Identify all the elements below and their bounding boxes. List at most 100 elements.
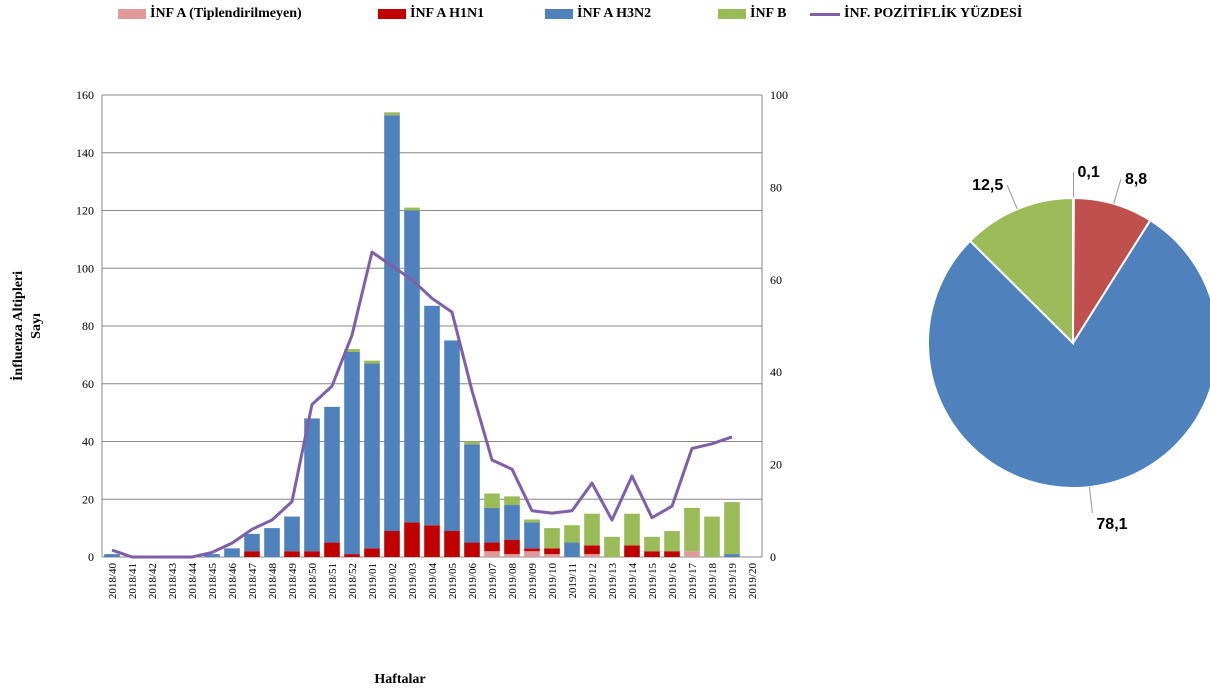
bar-i-nf-a-h3n2 <box>244 533 260 552</box>
x-tick-label: 2019/16 <box>667 563 679 600</box>
bar-i-nf-a-h3n2 <box>284 516 300 552</box>
bar-i-nf-a-tiplendirilmeyen <box>684 551 700 557</box>
bar-i-nf-a-h1n1 <box>624 545 640 557</box>
x-tick-label: 2019/10 <box>547 563 559 600</box>
bar-i-nf-b <box>684 507 700 552</box>
x-tick-label: 2019/15 <box>647 563 659 600</box>
y-tick-label: 160 <box>76 88 94 102</box>
bar-i-nf-a-tiplendirilmeyen <box>524 551 540 557</box>
x-tick-label: 2018/41 <box>127 563 139 599</box>
bar-i-nf-a-h1n1 <box>324 542 340 557</box>
x-tick-label: 2019/09 <box>527 563 539 600</box>
bar-i-nf-b <box>664 531 680 552</box>
legend-label: İNF A H3N2 <box>577 6 652 21</box>
x-tick-label: 2019/17 <box>687 563 699 600</box>
bar-i-nf-a-h3n2 <box>324 406 340 543</box>
legend-item-i-nf-a-h3n2: İNF A H3N2 <box>545 6 651 22</box>
x-tick-label: 2019/18 <box>707 563 719 600</box>
pie-slice-2 <box>1071 196 1152 347</box>
bar-i-nf-b <box>564 525 580 543</box>
legend-swatch <box>810 12 840 16</box>
bar-i-nf-a-h1n1 <box>244 551 260 557</box>
pie-data-label: 78,1 <box>1096 516 1127 533</box>
bar-i-nf-a-h1n1 <box>464 542 480 557</box>
bar-i-nf-a-h3n2 <box>304 418 320 552</box>
pie-leader-line <box>1088 487 1093 513</box>
bar-i-nf-a-h3n2 <box>104 554 120 557</box>
bar-i-nf-a-h1n1 <box>364 548 380 557</box>
bar-i-nf-b <box>344 349 360 352</box>
legend-swatch <box>118 9 146 19</box>
x-tick-label: 2019/11 <box>567 563 579 599</box>
bar-i-nf-b <box>604 536 620 557</box>
bar-i-nf-b <box>524 519 540 523</box>
x-tick-label: 2018/46 <box>227 563 239 600</box>
x-tick-label: 2019/14 <box>627 563 639 600</box>
bar-i-nf-b <box>624 513 640 546</box>
bar-i-nf-b <box>504 496 520 506</box>
y-tick-label: 140 <box>76 146 94 160</box>
pie-data-label: 8,8 <box>1125 171 1147 188</box>
legend-label: İNF A H1N1 <box>410 6 485 21</box>
x-tick-label: 2018/43 <box>167 563 179 600</box>
pie-data-label: 12,5 <box>972 177 1003 194</box>
pie-slice-1 <box>1072 196 1075 344</box>
bar-i-nf-a-h3n2 <box>344 351 360 555</box>
bar-i-nf-b <box>484 493 500 508</box>
x-tick-label: 2019/05 <box>447 563 459 600</box>
x-tick-label: 2018/44 <box>187 563 199 600</box>
y-axis-title-line2: Sayı <box>29 313 44 339</box>
positivity-line <box>111 250 733 559</box>
bar-i-nf-a-tiplendirilmeyen <box>544 554 560 557</box>
y-tick-label: 40 <box>82 435 94 449</box>
y-tick-label: 100 <box>76 261 94 275</box>
bar-i-nf-a-h3n2 <box>464 444 480 543</box>
x-tick-label: 2019/12 <box>587 563 599 599</box>
bar-i-nf-a-h1n1 <box>404 522 420 557</box>
legend-swatch <box>545 9 573 19</box>
bar-i-nf-a-h3n2 <box>264 528 280 557</box>
y-tick-label: 0 <box>88 550 94 564</box>
x-tick-label: 2018/47 <box>247 563 259 600</box>
bar-i-nf-a-h3n2 <box>224 548 240 557</box>
x-tick-label: 2018/52 <box>347 563 359 599</box>
bar-line-chart: 0 20 40 60 80 100 120 140 160 0 20 40 60 80 100 2018/40… <box>9 88 788 687</box>
bar-i-nf-a-h1n1 <box>664 551 680 557</box>
bar-i-nf-a-h1n1 <box>484 542 500 552</box>
bar-i-nf-a-h1n1 <box>344 554 360 557</box>
bar-i-nf-b <box>584 513 600 546</box>
bar-i-nf-a-h1n1 <box>584 545 600 555</box>
y-axis-title-line1: İnfluenza Altipleri <box>9 271 26 381</box>
legend-swatch <box>718 9 746 19</box>
legend-item-i-nf-b: İNF B <box>718 6 786 22</box>
bar-i-nf-b <box>464 441 480 445</box>
x-tick-label: 2018/45 <box>207 563 219 600</box>
y2-tick-label: 0 <box>770 550 776 564</box>
x-tick-label: 2018/42 <box>147 563 159 599</box>
y-tick-label: 20 <box>82 492 94 506</box>
y-tick-label: 80 <box>82 319 94 333</box>
bar-i-nf-a-h3n2 <box>524 522 540 549</box>
bar-i-nf-a-h1n1 <box>424 525 440 557</box>
x-tick-label: 2019/07 <box>487 563 499 600</box>
x-tick-label: 2018/50 <box>307 563 319 600</box>
legend-item-i-nf-pozi-ti-fli-k-y-zdesi: İNF. POZİTİFLİK YÜZDESİ <box>810 6 1022 22</box>
bar-i-nf-b <box>724 502 740 555</box>
x-tick-label: 2019/06 <box>467 563 479 600</box>
bar-i-nf-a-tiplendirilmeyen <box>584 554 600 557</box>
bar-i-nf-a-h3n2 <box>384 115 400 532</box>
pie-slice-4 <box>968 196 1074 346</box>
bar-i-nf-a-h1n1 <box>304 551 320 557</box>
bar-i-nf-b <box>384 112 400 116</box>
bar-i-nf-a-tiplendirilmeyen <box>484 551 500 557</box>
x-axis-title: Haftalar <box>374 672 425 687</box>
bar-i-nf-a-h1n1 <box>544 548 560 555</box>
bar-i-nf-a-h1n1 <box>384 531 400 557</box>
bar-i-nf-a-h1n1 <box>444 531 460 557</box>
y-tick-label: 120 <box>76 204 94 218</box>
x-tick-label: 2018/49 <box>287 563 299 600</box>
legend-swatch <box>378 9 406 19</box>
pie-leader-line <box>1113 178 1122 204</box>
x-tick-label: 2019/02 <box>387 563 399 599</box>
x-tick-label: 2018/51 <box>327 563 339 599</box>
